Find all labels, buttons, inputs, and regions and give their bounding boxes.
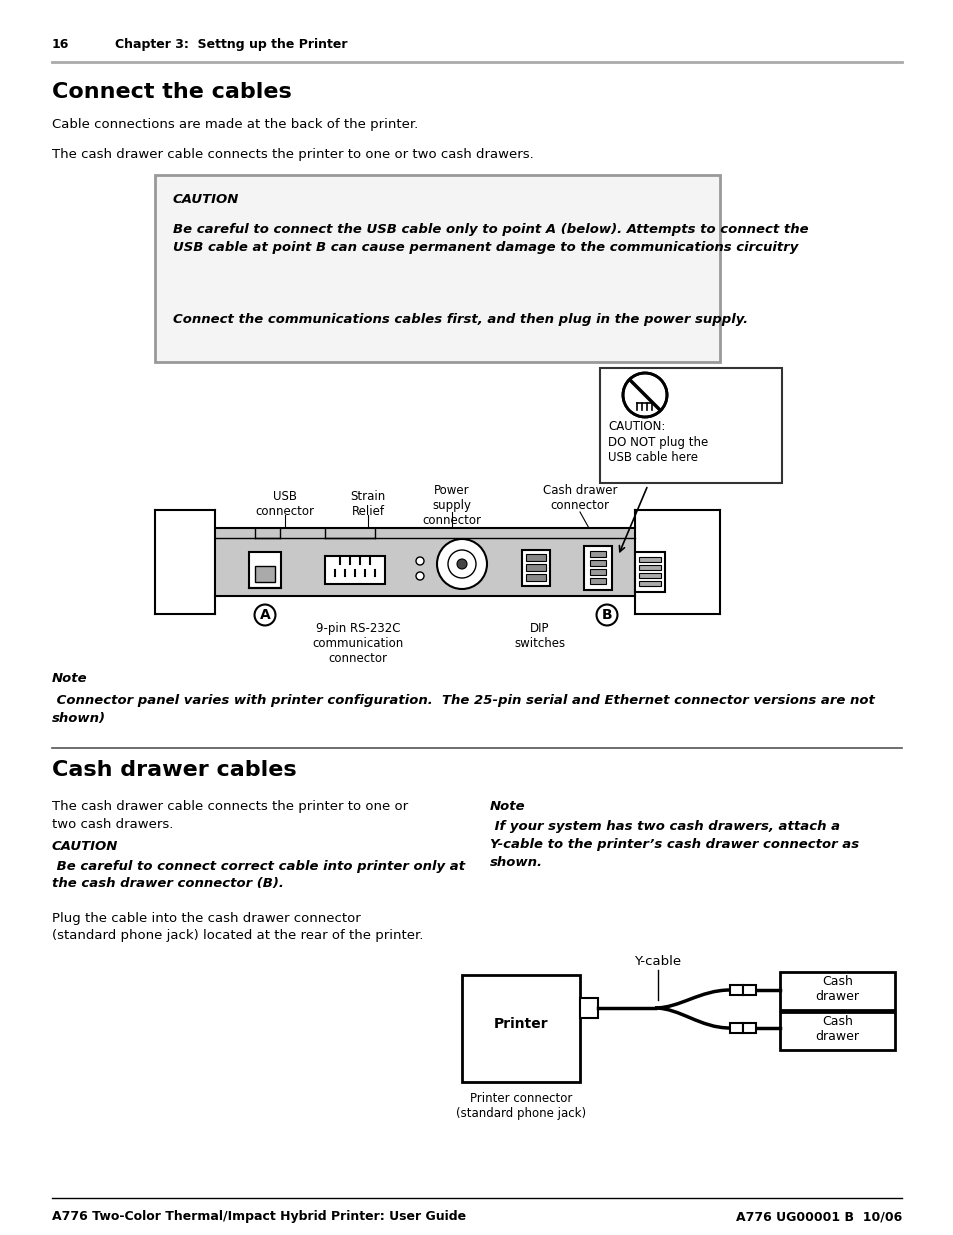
Text: Cable connections are made at the back of the printer.: Cable connections are made at the back o… bbox=[52, 119, 417, 131]
Text: Cash
drawer: Cash drawer bbox=[815, 1015, 859, 1044]
Bar bbox=[742, 1023, 755, 1032]
Text: A776 Two-Color Thermal/Impact Hybrid Printer: User Guide: A776 Two-Color Thermal/Impact Hybrid Pri… bbox=[52, 1210, 466, 1223]
Bar bbox=[599, 368, 781, 483]
Circle shape bbox=[416, 572, 423, 580]
Text: Note: Note bbox=[490, 800, 525, 813]
Bar bbox=[525, 574, 545, 580]
Text: USB
connector: USB connector bbox=[255, 490, 314, 517]
Bar bbox=[589, 559, 605, 566]
Text: The cash drawer cable connects the printer to one or
two cash drawers.: The cash drawer cable connects the print… bbox=[52, 800, 408, 830]
Text: Chapter 3:  Settng up the Printer: Chapter 3: Settng up the Printer bbox=[115, 38, 347, 51]
Bar bbox=[249, 552, 281, 588]
Bar bbox=[780, 1011, 894, 1050]
Circle shape bbox=[448, 550, 476, 578]
Bar bbox=[729, 986, 742, 995]
Text: Be careful to connect the USB cable only to point A (below). Attempts to connect: Be careful to connect the USB cable only… bbox=[172, 224, 808, 253]
Text: Note: Note bbox=[52, 672, 88, 685]
Text: Plug the cable into the cash drawer connector
(standard phone jack) located at t: Plug the cable into the cash drawer conn… bbox=[52, 911, 423, 942]
Bar bbox=[579, 998, 598, 1018]
Text: Connect the communications cables first, and then plug in the power supply.: Connect the communications cables first,… bbox=[172, 312, 747, 326]
Text: B: B bbox=[601, 608, 612, 622]
Bar bbox=[589, 578, 605, 584]
Text: Printer connector
(standard phone jack): Printer connector (standard phone jack) bbox=[456, 1092, 585, 1120]
Bar bbox=[589, 569, 605, 576]
Bar bbox=[639, 573, 660, 578]
Bar bbox=[583, 546, 612, 590]
Text: If your system has two cash drawers, attach a
Y-cable to the printer’s cash draw: If your system has two cash drawers, att… bbox=[490, 820, 859, 869]
Bar bbox=[254, 566, 274, 582]
Text: CAUTION:: CAUTION: bbox=[607, 420, 664, 433]
Bar bbox=[639, 580, 660, 585]
Bar bbox=[639, 557, 660, 562]
Text: CAUTION: CAUTION bbox=[52, 840, 118, 853]
Bar bbox=[780, 972, 894, 1010]
Text: A: A bbox=[259, 608, 270, 622]
Text: 9-pin RS-232C
communication
connector: 9-pin RS-232C communication connector bbox=[312, 622, 403, 664]
Bar bbox=[325, 556, 385, 584]
Text: Y-cable: Y-cable bbox=[634, 955, 680, 968]
Bar bbox=[639, 564, 660, 571]
Bar bbox=[214, 529, 635, 597]
Text: Be careful to connect correct cable into printer only at
the cash drawer connect: Be careful to connect correct cable into… bbox=[52, 860, 465, 890]
Bar bbox=[525, 564, 545, 571]
Bar bbox=[635, 552, 664, 592]
Circle shape bbox=[416, 557, 423, 564]
Text: Cash drawer
connector: Cash drawer connector bbox=[542, 484, 617, 513]
Bar bbox=[525, 555, 545, 561]
Text: Power
supply
connector: Power supply connector bbox=[422, 484, 481, 527]
Text: Cash
drawer: Cash drawer bbox=[815, 974, 859, 1003]
Circle shape bbox=[456, 559, 467, 569]
Text: Connect the cables: Connect the cables bbox=[52, 82, 292, 103]
Text: Strain
Relief: Strain Relief bbox=[350, 490, 385, 517]
Text: Printer: Printer bbox=[493, 1016, 548, 1030]
Bar bbox=[461, 974, 579, 1082]
Circle shape bbox=[622, 373, 666, 417]
Text: USB cable here: USB cable here bbox=[607, 451, 698, 464]
Text: 16: 16 bbox=[52, 38, 70, 51]
Bar bbox=[729, 1023, 742, 1032]
Bar bbox=[589, 551, 605, 557]
Text: Connector panel varies with printer configuration.  The 25-pin serial and Ethern: Connector panel varies with printer conf… bbox=[52, 694, 874, 725]
Text: DIP
switches: DIP switches bbox=[514, 622, 565, 650]
Text: DO NOT plug the: DO NOT plug the bbox=[607, 436, 707, 450]
Text: The cash drawer cable connects the printer to one or two cash drawers.: The cash drawer cable connects the print… bbox=[52, 148, 533, 161]
Bar bbox=[521, 550, 550, 585]
Text: Cash drawer cables: Cash drawer cables bbox=[52, 760, 296, 781]
Bar bbox=[742, 986, 755, 995]
Text: CAUTION: CAUTION bbox=[172, 193, 239, 206]
Text: A776 UG00001 B  10/06: A776 UG00001 B 10/06 bbox=[735, 1210, 901, 1223]
Bar bbox=[154, 175, 720, 362]
Circle shape bbox=[436, 538, 486, 589]
